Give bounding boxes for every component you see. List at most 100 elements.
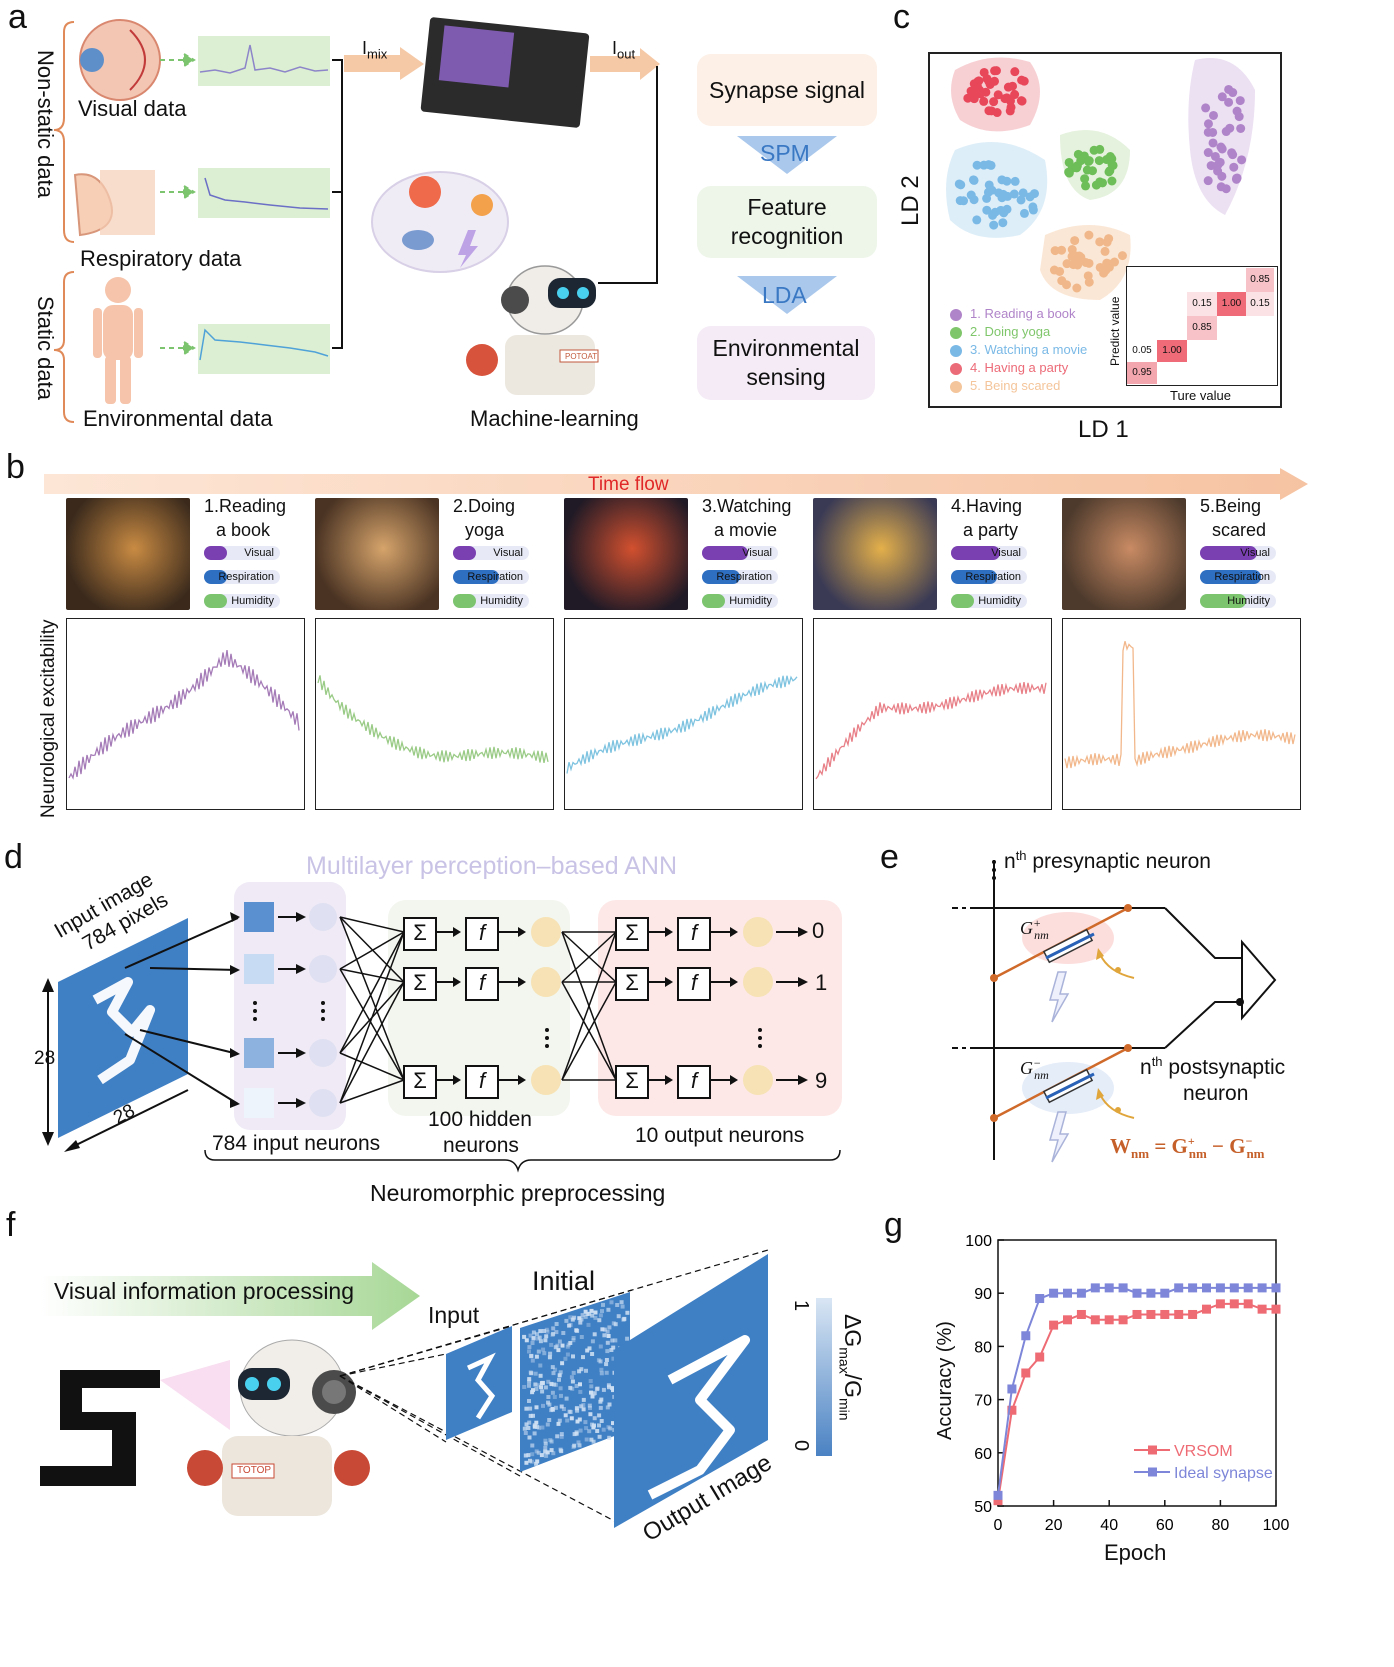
data-point bbox=[1160, 1288, 1170, 1298]
lda-point bbox=[1002, 204, 1012, 214]
lda-xlabel: LD 1 bbox=[1078, 416, 1129, 443]
excitability-trace-box bbox=[1062, 618, 1301, 810]
hidden-label-1: 100 hidden bbox=[428, 1108, 532, 1131]
lda-point bbox=[1209, 110, 1219, 120]
lda-point bbox=[1203, 176, 1213, 186]
activation-f-box: f bbox=[465, 967, 499, 1001]
robot-f-icon bbox=[187, 1339, 370, 1516]
cm-cell: 0.95 bbox=[1127, 362, 1157, 384]
lda-point bbox=[1006, 102, 1016, 112]
lda-point bbox=[1084, 230, 1094, 240]
data-point bbox=[993, 1496, 1003, 1506]
excitability-trace bbox=[68, 650, 300, 780]
lda-point bbox=[1072, 163, 1082, 173]
sum-box: Σ bbox=[615, 1065, 649, 1099]
data-point bbox=[1021, 1368, 1031, 1378]
weather-cloud-icon bbox=[371, 171, 509, 273]
lda-point bbox=[1019, 208, 1029, 218]
robot-f-tag: TOTOP bbox=[237, 1465, 272, 1476]
data-point bbox=[993, 1490, 1003, 1500]
lda-point bbox=[1025, 192, 1035, 202]
panel-label-c: c bbox=[893, 0, 910, 36]
output-neurons-label: 10 output neurons bbox=[635, 1124, 805, 1147]
lda-point bbox=[984, 180, 994, 190]
lda-point bbox=[972, 215, 982, 225]
lda-point bbox=[1084, 156, 1094, 166]
g-minus-label: G−nm bbox=[1020, 1056, 1049, 1082]
preprocessing-label: Neuromorphic preprocessing bbox=[370, 1180, 666, 1206]
lda-point bbox=[1009, 189, 1019, 199]
lda-point bbox=[1105, 166, 1115, 176]
panel-label-a: a bbox=[8, 0, 27, 36]
sensor-tag-visual: Visual bbox=[453, 546, 529, 560]
data-point bbox=[1076, 1309, 1086, 1319]
imix-label: Imix bbox=[362, 38, 388, 62]
cm-cell: 0.85 bbox=[1246, 268, 1274, 292]
excitability-trace-box bbox=[813, 618, 1052, 810]
lda-point bbox=[1081, 181, 1091, 191]
data-point bbox=[1049, 1320, 1059, 1330]
legend-marker bbox=[1148, 1467, 1157, 1477]
accuracy-chart: 50 60 70 80 90 100 0 20 40 60 80 100 VRSOM Ideal syna… bbox=[965, 1233, 1289, 1534]
sensor-tag-visual: Visual bbox=[951, 546, 1027, 560]
lda-point bbox=[1234, 112, 1244, 122]
lda-point bbox=[1094, 156, 1104, 166]
legend-item-party: 4. Having a party bbox=[970, 360, 1069, 375]
data-point bbox=[1188, 1309, 1198, 1319]
lda-point bbox=[1107, 176, 1117, 186]
activation-f-box: f bbox=[465, 917, 499, 951]
lda-point bbox=[1203, 119, 1213, 129]
data-point bbox=[1202, 1304, 1211, 1314]
lda-point bbox=[989, 76, 999, 86]
legend-label: Ideal synapse bbox=[1174, 1465, 1273, 1482]
legend-marker bbox=[1148, 1445, 1157, 1455]
excitability-trace-box bbox=[315, 618, 554, 810]
ann-title: Multilayer perception–based ANN bbox=[306, 852, 678, 880]
data-point bbox=[1035, 1294, 1045, 1304]
lda-point bbox=[1071, 251, 1081, 261]
cm-cell: 0.05 bbox=[1127, 340, 1157, 362]
y-tick-label: 50 bbox=[974, 1499, 992, 1516]
x-tick-label: 40 bbox=[1100, 1517, 1118, 1534]
data-point bbox=[1104, 1283, 1114, 1293]
data-point bbox=[1146, 1309, 1156, 1319]
activity-title: 3.Watching bbox=[702, 496, 792, 516]
lda-label: LDA bbox=[762, 282, 807, 308]
lda-arrow bbox=[737, 276, 837, 314]
activity-title: 4.Having bbox=[951, 496, 1023, 516]
lda-point bbox=[1235, 96, 1245, 106]
data-point bbox=[1007, 1384, 1017, 1394]
sensor-tag-humidity: Humidity bbox=[702, 594, 778, 608]
lda-point bbox=[1215, 157, 1225, 167]
activity-title: 2.Doing bbox=[453, 496, 516, 516]
lda-point bbox=[1221, 127, 1231, 137]
x-tick-label: 0 bbox=[994, 1517, 1003, 1534]
lda-point bbox=[1062, 259, 1072, 269]
digit-five-icon bbox=[40, 1370, 160, 1486]
lda-point bbox=[1213, 166, 1223, 176]
excitability-trace bbox=[566, 675, 798, 774]
sensor-tag-humidity: Humidity bbox=[204, 594, 280, 608]
output-9: 9 bbox=[815, 1068, 828, 1093]
lda-point bbox=[1057, 245, 1067, 255]
lda-point bbox=[1224, 97, 1234, 107]
data-point bbox=[1063, 1315, 1072, 1325]
lda-point bbox=[1064, 157, 1074, 167]
hidden-label-2: neurons bbox=[443, 1134, 519, 1157]
g-plus-label: G+nm bbox=[1020, 916, 1049, 942]
human-body-icon bbox=[93, 277, 143, 404]
data-point bbox=[1118, 1283, 1128, 1293]
sensor-tag-humidity: Humidity bbox=[453, 594, 529, 608]
time-flow-label: Time flow bbox=[588, 474, 669, 495]
lda-point bbox=[1072, 283, 1082, 293]
lda-point bbox=[1208, 138, 1218, 148]
lda-point bbox=[997, 175, 1007, 185]
data-point bbox=[1257, 1304, 1267, 1314]
data-point bbox=[1257, 1283, 1267, 1293]
environmental-sensing-box: Environmental sensing bbox=[697, 326, 875, 400]
output-1: 1 bbox=[815, 970, 828, 995]
excitability-trace-box bbox=[66, 618, 305, 810]
